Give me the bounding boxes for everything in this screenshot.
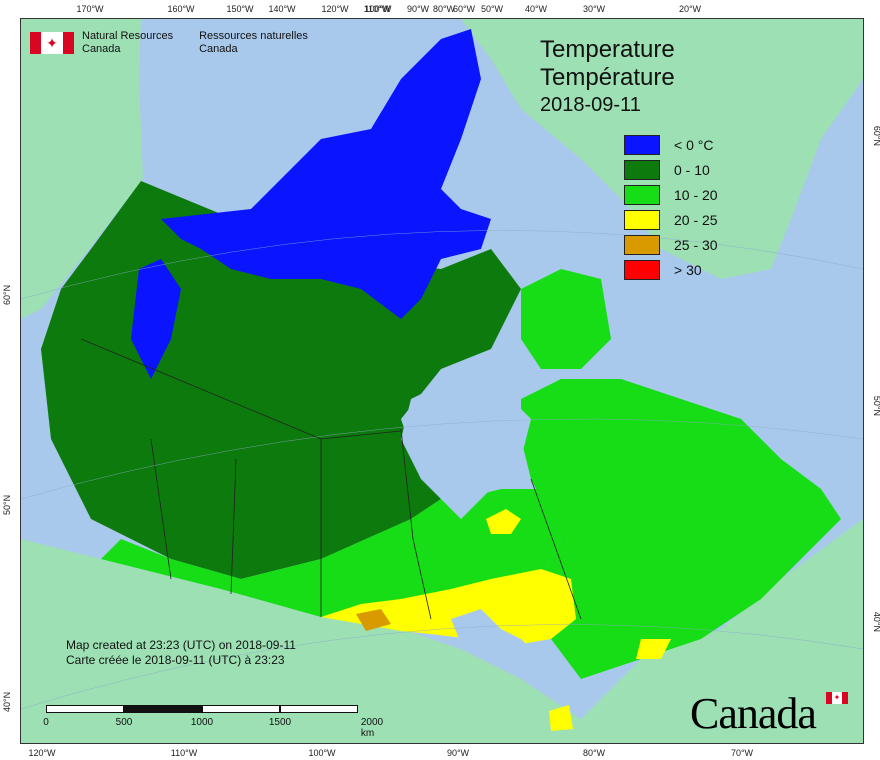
border-bc-ab [150, 438, 172, 580]
hudson-bay [401, 379, 531, 499]
agency-fr-line1: Ressources naturelles [199, 30, 308, 42]
scale-label: 0 [43, 717, 49, 728]
legend-swatch [624, 259, 660, 280]
wordmark-flag-icon: ✦ [826, 692, 848, 704]
legend-label: > 30 [674, 261, 702, 278]
lat-tick-right: 60°N [872, 125, 880, 146]
agency-name-fr: Ressources naturelles Canada [199, 30, 308, 56]
scale-segment [124, 705, 202, 713]
scale-segment [280, 705, 358, 713]
border-qc-on [530, 478, 582, 620]
agency-en-line2: Canada [82, 43, 121, 55]
lon-tick-top: 60°W [452, 4, 476, 14]
zone-20-25-east [636, 639, 671, 659]
canada-flag-icon: ✦ [30, 32, 74, 54]
map-title: Temperature Température 2018-09-11 [540, 36, 675, 118]
lon-tick-top: 20°W [678, 4, 702, 14]
legend-label: 20 - 25 [674, 211, 718, 228]
lon-tick-bottom: 110°W [170, 748, 198, 758]
lon-tick-top: 140°W [268, 4, 296, 14]
zone-below-0-arctic [161, 29, 491, 319]
map-date: 2018-09-11 [540, 94, 641, 116]
border-ab-sk [230, 458, 237, 595]
lon-tick-top: 150°W [226, 4, 254, 14]
lon-tick-top: 40°W [524, 4, 548, 14]
credit-en: Map created at 23:23 (UTC) on 2018-09-11 [66, 638, 296, 652]
legend-item: 25 - 30 [624, 232, 718, 257]
alaska-landmass [21, 19, 143, 319]
agency-name-en: Natural Resources Canada [82, 30, 173, 56]
legend-swatch [624, 134, 660, 155]
legend-label: 25 - 30 [674, 236, 718, 253]
lon-tick-top: 30°W [582, 4, 606, 14]
lon-tick-bottom: 100°W [308, 748, 336, 758]
title-fr: Température [540, 64, 675, 91]
lon-tick-top: 80°W [432, 4, 456, 14]
usa-landmass [21, 519, 863, 743]
lon-tick-bottom: 70°W [730, 748, 754, 758]
legend-item: 0 - 10 [624, 157, 718, 182]
lon-tick-bottom: 80°W [582, 748, 606, 758]
zone-10-20-east [521, 379, 841, 679]
legend: < 0 °C 0 - 10 10 - 20 20 - 25 25 - 30 > 30 [624, 132, 718, 282]
title-en: Temperature [540, 36, 675, 63]
legend-label: 0 - 10 [674, 161, 710, 178]
lat-tick-left: 40°N [2, 691, 12, 712]
lon-tick-top: 100°W [364, 4, 392, 14]
border-mb-on [400, 428, 432, 620]
lat-tick-left: 50°N [2, 494, 12, 515]
lon-tick-top: 90°W [406, 4, 430, 14]
border-territories [80, 338, 402, 440]
scale-segment [202, 705, 280, 713]
legend-item: > 30 [624, 257, 718, 282]
province-borders [80, 338, 582, 620]
zone-below-0-yukon [131, 259, 181, 379]
great-lakes [451, 609, 561, 679]
zone-10-20-labrador [521, 269, 611, 369]
legend-label: 10 - 20 [674, 186, 718, 203]
scale-segment [46, 705, 124, 713]
agency-fr-line2: Canada [199, 43, 238, 55]
legend-label: < 0 °C [674, 136, 714, 153]
lat-tick-right: 40°N [872, 611, 880, 632]
agency-en-line1: Natural Resources [82, 30, 174, 42]
legend-item: 20 - 25 [624, 207, 718, 232]
lon-tick-top: 120°W [321, 4, 349, 14]
legend-item: 10 - 20 [624, 182, 718, 207]
lon-tick-top: 170°W [76, 4, 104, 14]
map-credits: Map created at 23:23 (UTC) on 2018-09-11… [66, 638, 296, 668]
credit-fr: Carte créée le 2018-09-11 (UTC) à 23:23 [66, 653, 285, 667]
legend-swatch [624, 234, 660, 255]
legend-item: < 0 °C [624, 132, 718, 157]
agency-signature: ✦ Natural Resources Canada Ressources na… [30, 30, 334, 56]
scale-label: 2000 km [360, 717, 384, 739]
scale-label: 1000 [190, 717, 214, 728]
map-canvas[interactable] [20, 18, 864, 744]
scale-label: 500 [115, 717, 133, 728]
zone-20-25-patch [486, 509, 521, 534]
lon-tick-top: 110°W [363, 4, 391, 14]
lon-tick-top: 160°W [167, 4, 195, 14]
map-svg [21, 19, 863, 743]
canada-wordmark: Canada [690, 689, 817, 738]
zone-10-20-prairie [101, 489, 561, 619]
graticule [21, 230, 863, 710]
scale-label: 1500 [268, 717, 292, 728]
greenland-landmass [461, 19, 863, 279]
zone-25-30 [356, 609, 391, 631]
zone-20-25-south2 [549, 705, 573, 731]
legend-swatch [624, 209, 660, 230]
legend-swatch [624, 159, 660, 180]
lon-tick-bottom: 120°W [28, 748, 56, 758]
lon-tick-bottom: 90°W [446, 748, 470, 758]
lon-tick-top: 50°W [480, 4, 504, 14]
legend-swatch [624, 184, 660, 205]
lat-tick-left: 60°N [2, 284, 12, 305]
lat-tick-right: 50°N [872, 395, 880, 416]
